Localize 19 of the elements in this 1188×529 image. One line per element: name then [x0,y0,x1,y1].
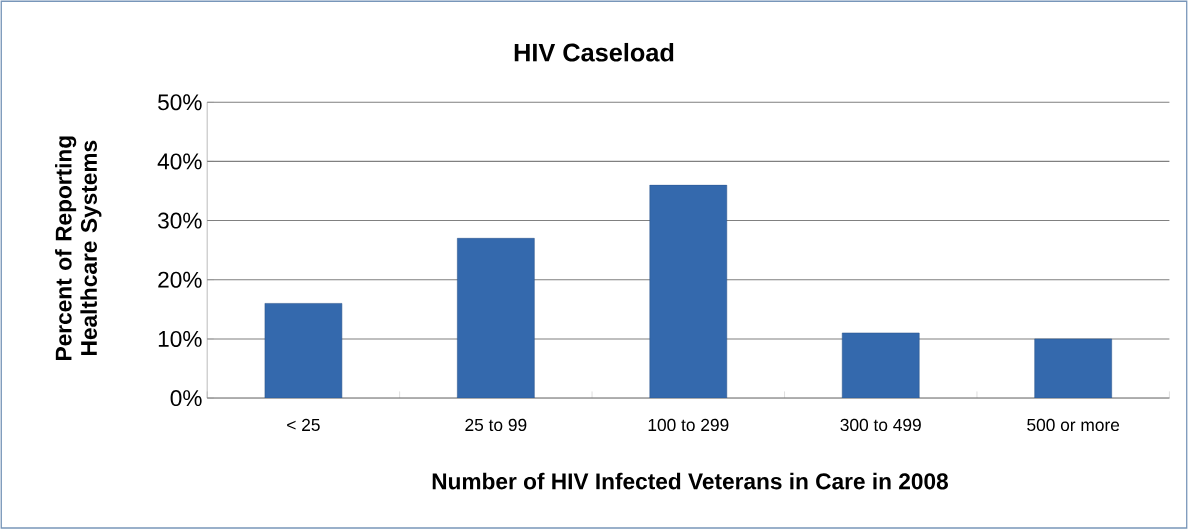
x-tick-label: < 25 [287,418,320,431]
y-tick-label: 30% [157,212,202,229]
bar [264,303,343,398]
x-tick-label: 25 to 99 [465,418,527,431]
y-tick-label: 50% [158,94,202,111]
x-tick-label: 100 to 299 [648,418,729,431]
bar [649,184,728,398]
y-tick-label: 40% [157,153,202,170]
bar [457,237,535,398]
y-tick-label: 0% [170,389,202,406]
chart-title: HIV Caseload [514,42,674,62]
x-axis-title: Number of HIV Infected Veterans in Care in 2008 [432,472,948,490]
x-tick-label: 500 or more [1027,418,1120,431]
bar [841,332,920,398]
bar [1034,338,1112,398]
y-axis-title: Percent of Reporting Healthcare Systems [55,136,102,360]
x-tick-label: 300 to 499 [840,418,921,431]
y-tick-label: 20% [158,271,202,288]
y-tick-label: 10% [158,330,202,347]
